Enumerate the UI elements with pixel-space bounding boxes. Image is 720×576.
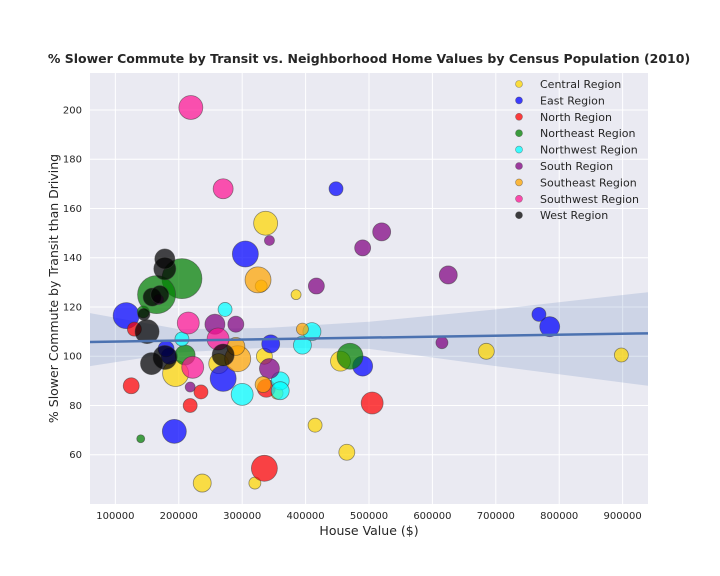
legend-label: Northeast Region bbox=[540, 127, 635, 140]
data-point bbox=[137, 307, 151, 321]
data-point bbox=[254, 376, 272, 393]
x-tick-label: 900000 bbox=[604, 511, 642, 522]
data-point bbox=[307, 417, 323, 433]
x-tick-label: 500000 bbox=[350, 511, 388, 522]
data-point bbox=[338, 443, 356, 461]
legend-label: North Region bbox=[540, 111, 612, 124]
y-tick-label: 120 bbox=[63, 302, 82, 313]
data-point bbox=[230, 383, 254, 406]
x-tick-label: 400000 bbox=[286, 511, 324, 522]
data-point bbox=[360, 391, 384, 415]
x-tick-label: 200000 bbox=[160, 511, 198, 522]
data-point bbox=[290, 289, 302, 301]
data-point bbox=[152, 345, 178, 370]
data-point bbox=[134, 319, 160, 345]
y-axis-label: % Slower Commute by Transit than Driving bbox=[46, 154, 61, 423]
data-point bbox=[270, 381, 290, 401]
data-point bbox=[244, 266, 272, 294]
data-point bbox=[296, 322, 309, 336]
legend-marker bbox=[515, 211, 523, 219]
data-point bbox=[192, 473, 212, 493]
x-tick-label: 300000 bbox=[223, 511, 261, 522]
data-point bbox=[122, 377, 140, 395]
data-point bbox=[150, 285, 170, 305]
data-points bbox=[112, 95, 629, 493]
data-point bbox=[212, 178, 234, 200]
legend-marker bbox=[515, 96, 523, 105]
data-point bbox=[211, 343, 235, 367]
x-tick-labels: 100000 200000 300000 400000 500000 600000 7000… bbox=[96, 511, 641, 522]
data-point bbox=[438, 265, 458, 285]
confidence-band-area bbox=[90, 292, 648, 386]
data-point bbox=[477, 342, 495, 360]
data-point bbox=[307, 277, 325, 295]
legend-label: Southeast Region bbox=[540, 176, 637, 189]
data-point bbox=[531, 306, 547, 322]
y-tick-label: 180 bbox=[63, 155, 82, 166]
data-point bbox=[539, 316, 561, 338]
data-point bbox=[161, 418, 187, 444]
x-tick-label: 600000 bbox=[413, 511, 451, 522]
legend-marker bbox=[515, 129, 523, 137]
data-point bbox=[136, 434, 146, 444]
x-tick-label: 100000 bbox=[96, 511, 134, 522]
legend-label: Northwest Region bbox=[540, 144, 638, 157]
data-point bbox=[217, 302, 233, 317]
legend-marker bbox=[515, 162, 523, 170]
data-point bbox=[181, 355, 205, 379]
data-point bbox=[227, 315, 245, 333]
legend-marker bbox=[515, 195, 523, 203]
legend-label: East Region bbox=[540, 94, 605, 107]
legend-label: West Region bbox=[540, 209, 608, 222]
y-tick-label: 200 bbox=[63, 105, 82, 116]
legend-label: Central Region bbox=[540, 78, 621, 91]
regression-line bbox=[89, 332, 649, 344]
data-point bbox=[328, 181, 344, 197]
y-tick-label: 60 bbox=[69, 450, 82, 461]
chart-title: % Slower Commute by Transit vs. Neighbor… bbox=[48, 51, 690, 66]
data-point bbox=[154, 248, 176, 270]
x-tick-label: 700000 bbox=[477, 511, 515, 522]
data-point bbox=[176, 311, 200, 335]
y-tick-label: 80 bbox=[69, 401, 82, 412]
y-tick-label: 140 bbox=[63, 253, 82, 264]
data-point bbox=[231, 240, 259, 268]
data-point bbox=[613, 347, 629, 363]
legend-label: South Region bbox=[540, 160, 613, 173]
data-point bbox=[184, 381, 196, 393]
legend-marker bbox=[515, 178, 523, 187]
data-point bbox=[264, 235, 275, 246]
data-point bbox=[182, 398, 198, 413]
data-point bbox=[193, 384, 209, 400]
data-point bbox=[293, 335, 312, 355]
data-point bbox=[250, 454, 278, 482]
y-tick-label: 160 bbox=[63, 204, 82, 215]
legend-label: Southwest Region bbox=[540, 193, 639, 206]
x-axis-label: House Value ($) bbox=[319, 523, 418, 538]
data-point bbox=[253, 210, 279, 236]
regression-line-group bbox=[89, 332, 649, 344]
data-point bbox=[259, 358, 280, 379]
y-tick-labels: 60 80 100 120 140 160 180 200 bbox=[63, 105, 82, 461]
legend-marker bbox=[515, 113, 523, 121]
data-point bbox=[336, 342, 364, 370]
confidence-band bbox=[90, 292, 648, 386]
data-point bbox=[261, 334, 281, 354]
data-point bbox=[372, 222, 392, 242]
data-point bbox=[354, 239, 372, 257]
legend-marker bbox=[515, 145, 523, 154]
data-point bbox=[178, 95, 204, 120]
legend-marker bbox=[515, 80, 523, 88]
y-tick-label: 100 bbox=[63, 352, 82, 363]
data-point bbox=[435, 336, 449, 350]
legend: Central Region East Region North Region Nor… bbox=[515, 78, 639, 222]
x-tick-label: 800000 bbox=[540, 511, 578, 522]
